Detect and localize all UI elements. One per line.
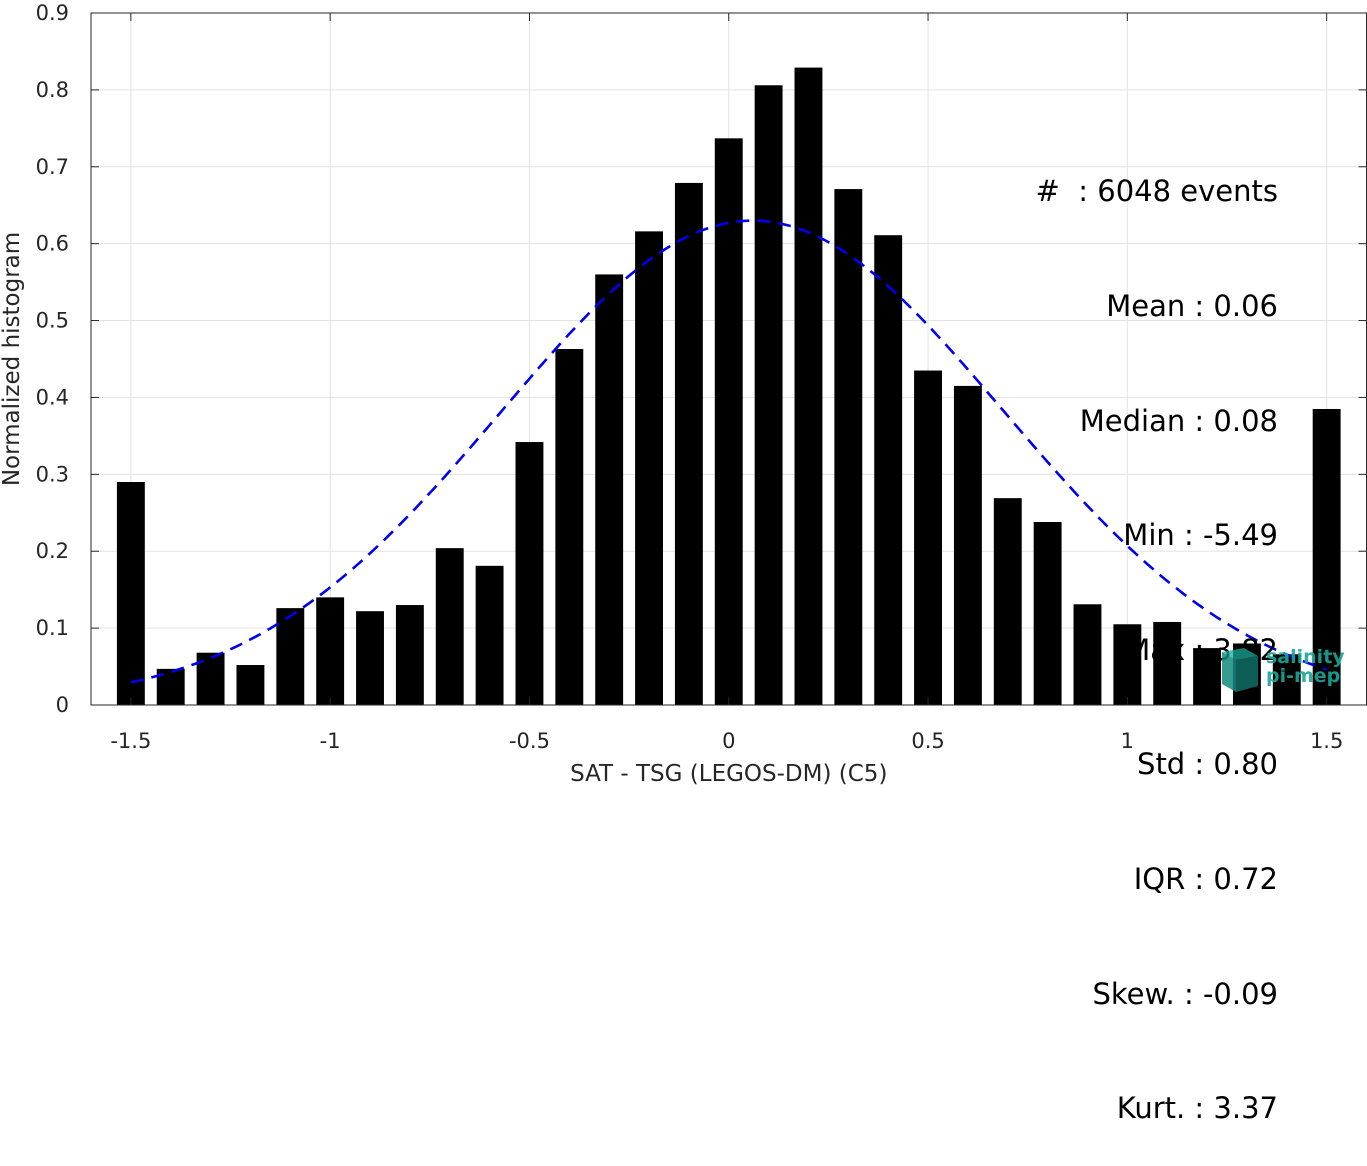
histogram-bar: [834, 189, 863, 705]
histogram-bar: [1312, 408, 1341, 705]
histogram-bar: [1153, 621, 1182, 705]
histogram-bar: [435, 548, 464, 705]
x-tick-label: -0.5: [509, 729, 550, 753]
histogram-bar: [874, 235, 903, 705]
logo-text: salinity pi-mep: [1266, 648, 1345, 686]
histogram-bar: [953, 385, 982, 705]
y-tick-label: 0.5: [36, 309, 69, 333]
y-tick-label: 0.9: [36, 1, 69, 25]
histogram-bar: [236, 665, 265, 705]
stat-mean: Mean : 0.06: [1106, 289, 1278, 324]
x-tick-label: 1: [1121, 729, 1134, 753]
y-tick-label: 0: [56, 693, 69, 717]
histogram-bar: [714, 138, 743, 706]
normal-fit-curve: [130, 219, 1328, 684]
y-tick-label: 0.4: [36, 385, 69, 409]
statistics-box: # : 6048 events Mean : 0.06 Median : 0.0…: [1036, 96, 1278, 1166]
cube-logo-icon: [1222, 648, 1258, 692]
histogram-bar: [276, 608, 305, 705]
stat-std: Std : 0.80: [1137, 747, 1278, 782]
y-tick-labels: 0 0.1 0.2 0.3 0.4 0.5 0.6 0.7 0.8 0.9: [36, 1, 69, 717]
histogram-bar: [674, 182, 703, 705]
y-axis-label: Normalized histogram: [0, 232, 25, 486]
histogram-bar: [1193, 648, 1222, 705]
histogram-bar: [914, 370, 942, 705]
stat-median: Median : 0.08: [1079, 403, 1278, 438]
stat-min: Min : -5.49: [1123, 518, 1278, 553]
x-tick-label: -1.5: [110, 729, 151, 753]
histogram-bar: [1033, 522, 1062, 705]
histogram-bar: [116, 482, 145, 705]
x-tick-labels: -1.5 -1 -0.5 0 0.5 1 1.5: [110, 729, 1343, 753]
histogram-bar: [515, 442, 544, 705]
histogram-bar: [356, 611, 384, 705]
y-tick-label: 0.3: [36, 462, 69, 486]
histogram-chart: -1.5 -1 -0.5 0 0.5 1 1.5 0 0.1 0.2 0.3 0.4 0.5 0.6 0.…: [0, 1, 1367, 785]
histogram-bars: [116, 67, 1341, 706]
histogram-bar: [475, 565, 504, 705]
y-tick-label: 0.6: [36, 232, 69, 256]
logo-line-2: pi-mep: [1266, 665, 1341, 687]
histogram-bar: [555, 349, 584, 705]
histogram-bar: [1272, 654, 1301, 705]
x-tick-label: -1: [320, 729, 341, 753]
x-tick-label: 0: [722, 729, 735, 753]
y-tick-label: 0.7: [36, 155, 69, 179]
stat-count: # : 6048 events: [1035, 174, 1278, 209]
histogram-bar: [754, 85, 783, 705]
logo-line-1: salinity: [1266, 646, 1345, 668]
histogram-bar: [595, 274, 624, 705]
y-tick-label: 0.1: [36, 616, 69, 640]
y-tick-label: 0.2: [36, 539, 69, 563]
histogram-bar: [316, 597, 345, 705]
stat-kurt: Kurt. : 3.37: [1116, 1091, 1278, 1126]
x-tick-label: 1.5: [1310, 729, 1343, 753]
axis-ticks: [91, 12, 1367, 706]
y-tick-label: 0.8: [36, 78, 69, 102]
histogram-bar: [993, 498, 1022, 705]
histogram-bar: [794, 67, 823, 705]
stat-skew: Skew. : -0.09: [1092, 976, 1278, 1011]
x-axis-label: SAT - TSG (LEGOS-DM) (C5): [570, 761, 887, 785]
histogram-bar: [1073, 604, 1102, 705]
histogram-bar: [635, 231, 663, 705]
salinity-pimep-logo: salinity pi-mep: [1218, 646, 1348, 694]
stat-iqr: IQR : 0.72: [1133, 862, 1278, 897]
histogram-bar: [395, 605, 424, 705]
histogram-bar: [1113, 624, 1142, 705]
x-tick-label: 0.5: [911, 729, 944, 753]
